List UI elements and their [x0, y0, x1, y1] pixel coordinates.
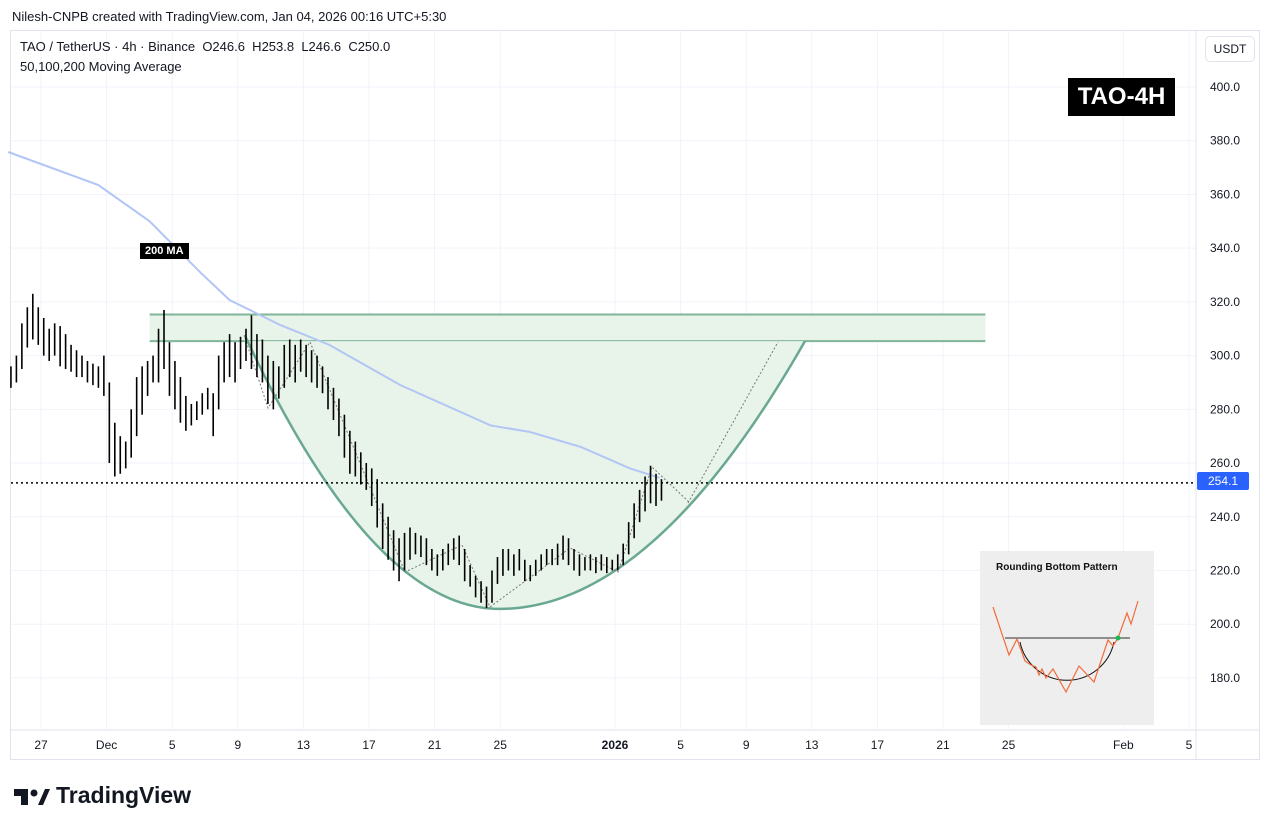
- price-tick-label: 260.0: [1210, 456, 1240, 470]
- inset-title: Rounding Bottom Pattern: [996, 562, 1118, 573]
- time-tick-label: 9: [234, 738, 241, 752]
- price-tick-label: 240.0: [1210, 510, 1240, 524]
- price-bars: [10, 293, 663, 609]
- time-tick-label: 2026: [602, 738, 629, 752]
- price-tick-label: 180.0: [1210, 671, 1240, 685]
- resistance-zone-fill: [149, 314, 986, 342]
- price-tick-label: 280.0: [1210, 402, 1240, 416]
- rounding-bottom-curve-line: [243, 334, 807, 611]
- time-tick-label: 5: [1186, 738, 1193, 752]
- currency-button[interactable]: USDT: [1205, 36, 1255, 62]
- ma-200-label: 200 MA: [140, 243, 189, 259]
- symbol-legend[interactable]: TAO / TetherUS · 4h · Binance O246.6 H25…: [20, 39, 391, 54]
- price-axis: 400.0 380.0 360.0 340.0 320.0 300.0 280.0 260.0…: [1210, 80, 1240, 685]
- price-tick-label: 220.0: [1210, 563, 1240, 577]
- inset-pattern-illustration: [992, 600, 1139, 694]
- chart-frame: [10, 30, 1260, 760]
- time-tick-label: 21: [936, 738, 950, 752]
- time-tick-label: 17: [362, 738, 376, 752]
- last-price-label: 254.1: [1197, 472, 1249, 490]
- price-tick-label: 200.0: [1210, 617, 1240, 631]
- time-tick-label: 25: [494, 738, 508, 752]
- logo-text: TradingView: [56, 782, 192, 808]
- time-tick-label: 25: [1002, 738, 1016, 752]
- price-tick-label: 300.0: [1210, 349, 1240, 363]
- ma200-path: [7, 151, 660, 479]
- chart-credit: Nilesh-CNPB created with TradingView.com…: [12, 9, 447, 24]
- time-axis: 27 Dec 5 9 13 17 21 25 2026 5 9 13 17 21 25 Feb 5: [34, 738, 1192, 752]
- ma200-line: [7, 151, 660, 479]
- price-tick-label: 360.0: [1210, 187, 1240, 201]
- time-tick-label: 13: [297, 738, 311, 752]
- rounding-bottom-inset: Rounding Bottom Pattern: [980, 551, 1154, 725]
- price-tick-label: 380.0: [1210, 134, 1240, 148]
- time-tick-label: 5: [169, 738, 176, 752]
- resistance-zone: [149, 313, 986, 343]
- price-tick-label: 320.0: [1210, 295, 1240, 309]
- time-tick-label: 9: [743, 738, 750, 752]
- time-tick-label: 17: [871, 738, 885, 752]
- indicator-legend[interactable]: 50,100,200 Moving Average: [20, 59, 182, 74]
- price-tick-label: 400.0: [1210, 80, 1240, 94]
- time-tick-label: 13: [805, 738, 819, 752]
- time-tick-label: Feb: [1113, 738, 1134, 752]
- rounding-bottom-fill: [244, 334, 805, 609]
- time-tick-label: 5: [677, 738, 684, 752]
- symbol-tag: TAO-4H: [1068, 78, 1175, 116]
- rounding-bottom-curve: [243, 334, 807, 611]
- price-tick-label: 340.0: [1210, 241, 1240, 255]
- time-tick-label: Dec: [96, 738, 117, 752]
- tradingview-logo-icon: [14, 788, 50, 805]
- time-tick-label: 21: [428, 738, 442, 752]
- time-tick-label: 27: [34, 738, 48, 752]
- tradingview-logo[interactable]: TradingView: [14, 782, 191, 809]
- projection-path: [687, 341, 779, 504]
